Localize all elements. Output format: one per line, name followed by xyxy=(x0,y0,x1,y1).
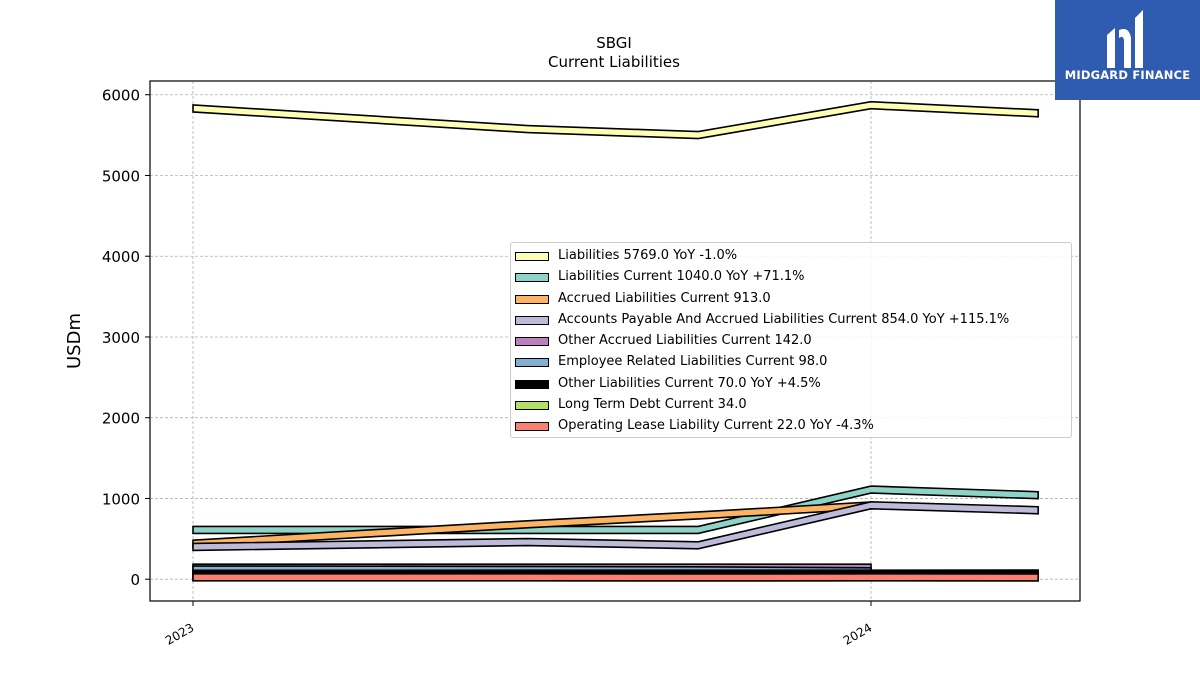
y-tick-label: 6000 xyxy=(102,87,140,105)
legend-swatch xyxy=(515,358,549,368)
legend-swatch xyxy=(515,273,549,283)
y-tick-label: 4000 xyxy=(102,248,140,266)
y-tick-label: 3000 xyxy=(102,329,140,347)
legend-label: Operating Lease Liability Current 22.0 Y… xyxy=(558,418,874,434)
plot-frame xyxy=(149,80,1081,602)
logo-text: MIDGARD FINANCE xyxy=(1064,68,1191,82)
y-tick-label: 5000 xyxy=(102,167,140,185)
x-tick-label: 2024 xyxy=(841,620,874,647)
legend-item: Operating Lease Liability Current 22.0 Y… xyxy=(511,417,1071,438)
legend-label: Other Accrued Liabilities Current 142.0 xyxy=(558,333,812,349)
legend-label: Accounts Payable And Accrued Liabilities… xyxy=(558,311,1010,327)
legend: Liabilities 5769.0 YoY -1.0% Liabilities … xyxy=(510,242,1072,438)
legend-item: Other Accrued Liabilities Current 142.0 xyxy=(511,332,1071,353)
legend-swatch xyxy=(515,337,549,347)
legend-item: Liabilities 5769.0 YoY -1.0% xyxy=(511,247,1071,268)
logo-mark-icon xyxy=(1107,10,1143,68)
x-tick-label: 2023 xyxy=(163,620,196,647)
legend-item: Employee Related Liabilities Current 98.… xyxy=(511,353,1071,374)
legend-label: Long Term Debt Current 34.0 xyxy=(558,397,747,413)
legend-item: Liabilities Current 1040.0 YoY +71.1% xyxy=(511,268,1071,289)
legend-label: Liabilities Current 1040.0 YoY +71.1% xyxy=(558,269,805,285)
series-ribbon-liabilities xyxy=(192,100,1039,140)
series-ribbon-operating-lease-liability-current xyxy=(192,573,1039,582)
series-ribbon-accounts-payable-and-accrued-liabilities-current xyxy=(192,501,1039,552)
legend-swatch xyxy=(515,252,549,261)
y-tick-label: 2000 xyxy=(102,410,140,428)
legend-label: Accrued Liabilities Current 913.0 xyxy=(558,290,771,306)
series-layer xyxy=(192,100,1039,582)
chart-title: SBGI xyxy=(596,34,632,52)
legend-item: Accounts Payable And Accrued Liabilities… xyxy=(511,311,1071,332)
midgard-finance-logo: MIDGARD FINANCE xyxy=(1055,0,1200,100)
legend-swatch xyxy=(515,315,549,325)
legend-item: Long Term Debt Current 34.0 xyxy=(511,396,1071,417)
y-axis-label: USDm xyxy=(64,313,85,369)
y-tick-label: 1000 xyxy=(102,490,140,508)
legend-label: Liabilities 5769.0 YoY -1.0% xyxy=(558,248,738,263)
y-tick-label: 0 xyxy=(130,571,140,589)
legend-label: Employee Related Liabilities Current 98.… xyxy=(558,354,828,370)
legend-item: Other Liabilities Current 70.0 YoY +4.5% xyxy=(511,375,1071,396)
legend-swatch xyxy=(515,401,549,411)
legend-label: Other Liabilities Current 70.0 YoY +4.5% xyxy=(558,375,821,391)
legend-swatch xyxy=(515,294,549,304)
legend-swatch xyxy=(515,422,549,432)
legend-item: Accrued Liabilities Current 913.0 xyxy=(511,290,1071,311)
legend-swatch xyxy=(515,379,549,389)
chart-subtitle: Current Liabilities xyxy=(548,53,680,71)
